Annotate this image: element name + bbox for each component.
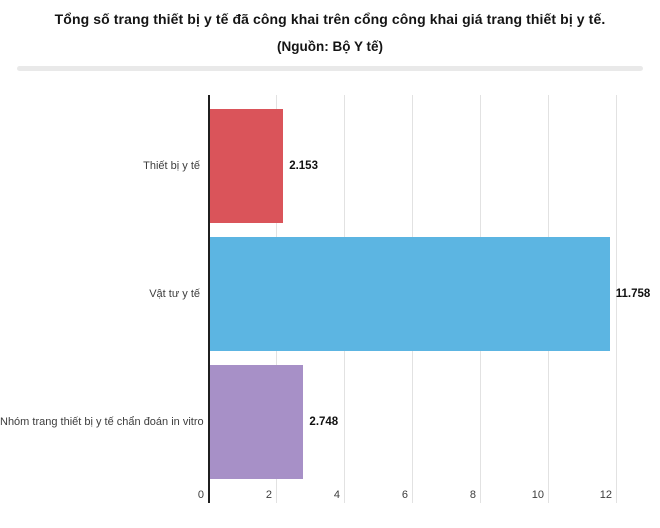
x-axis-zero-line — [208, 95, 210, 503]
chart-title: Tổng số trang thiết bị y tế đã công khai… — [54, 11, 606, 27]
x-tick-label: 10 — [531, 489, 544, 501]
bar-value-label: 11.758 — [615, 288, 651, 300]
x-tick-label: 6 — [401, 489, 408, 501]
category-label: Thiết bị y tế — [143, 160, 200, 172]
chart-subtitle: (Nguồn: Bộ Y tế) — [277, 39, 383, 54]
gridline — [616, 95, 617, 503]
bar — [210, 109, 284, 223]
bar-value-label: 2.153 — [289, 160, 318, 172]
bar-value-label: 2.748 — [309, 416, 339, 428]
x-tick-label: 0 — [197, 489, 204, 501]
category-label: Nhóm trang thiết bị y tế chẩn đoán in vi… — [0, 416, 204, 428]
bar — [210, 237, 610, 351]
x-tick-label: 2 — [265, 489, 272, 501]
category-label: Vật tư y tế — [149, 288, 200, 300]
x-tick-label: 12 — [599, 489, 612, 501]
bar — [210, 365, 304, 479]
x-tick-label: 4 — [333, 489, 340, 501]
title-divider — [17, 66, 643, 71]
x-tick-label: 8 — [469, 489, 476, 501]
plot-area: 2.153 11.758 2.748 — [208, 95, 651, 503]
